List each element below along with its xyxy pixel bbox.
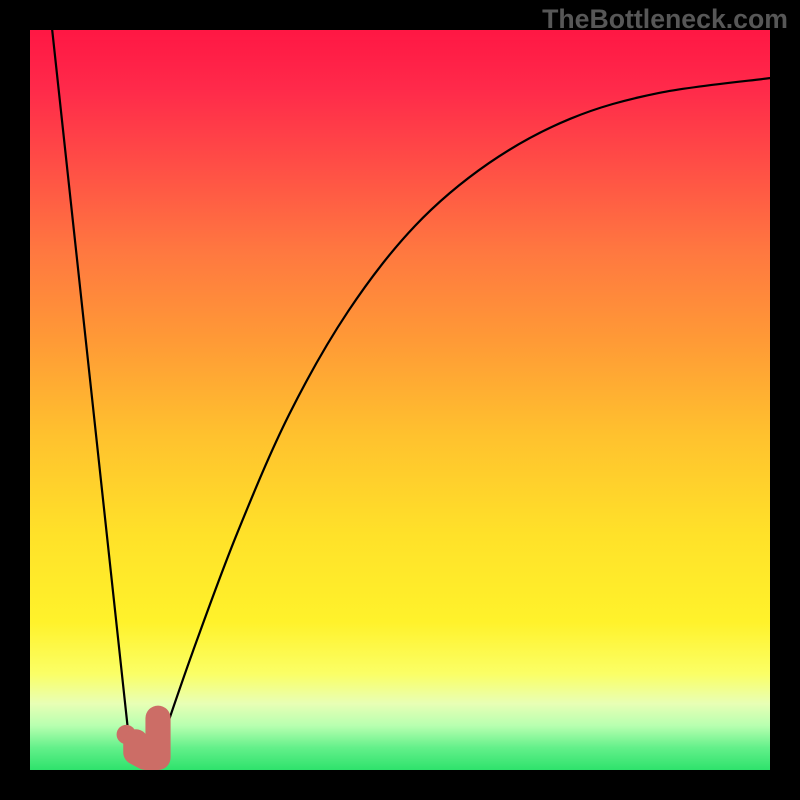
watermark-text: TheBottleneck.com — [542, 4, 788, 35]
chart-frame: TheBottleneck.com — [0, 0, 800, 800]
plot-background — [30, 30, 770, 770]
bottleneck-chart — [0, 0, 800, 800]
